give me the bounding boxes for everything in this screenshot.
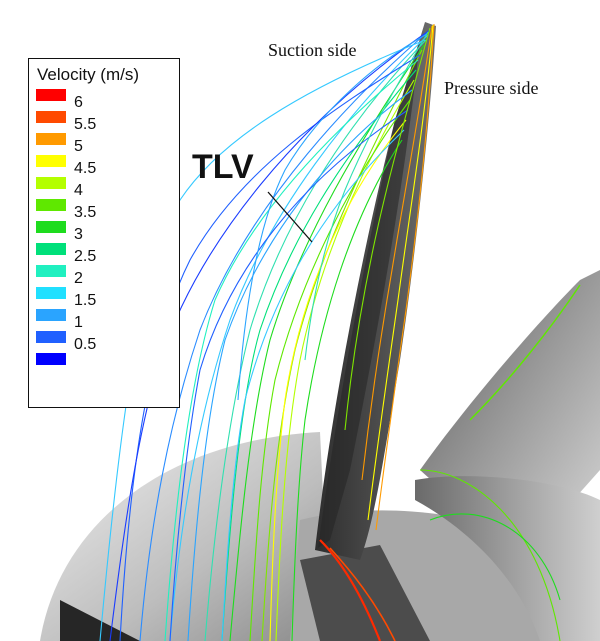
legend-swatch (36, 287, 66, 299)
legend-swatch (36, 331, 66, 343)
legend-tick: 6 (74, 94, 83, 111)
lower-left-blade (60, 600, 140, 641)
suction-side-label: Suction side (268, 40, 357, 60)
legend-tick: 3.5 (74, 204, 97, 221)
right-blade-lower (415, 476, 600, 641)
tlv-label: TLV (192, 148, 254, 186)
legend-tick: 1.5 (74, 292, 97, 309)
center-base-blade (300, 545, 430, 641)
legend-tick: 2.5 (74, 248, 97, 265)
legend-tick: 0.5 (74, 336, 97, 353)
legend-tick: 4.5 (74, 160, 97, 177)
legend-swatch (36, 221, 66, 233)
legend-swatch (36, 243, 66, 255)
velocity-legend: Velocity (m/s) 6 5.5 5 4.5 4 3.5 3 2.5 2… (28, 58, 180, 408)
legend-swatch (36, 199, 66, 211)
legend-swatch (36, 89, 66, 101)
pressure-side-label: Pressure side (444, 78, 539, 98)
legend-swatch (36, 353, 66, 365)
legend-swatch (36, 111, 66, 123)
legend-tick: 5 (74, 138, 83, 155)
main-blade-face (318, 40, 420, 548)
legend-swatch (36, 265, 66, 277)
legend-tick: 1 (74, 314, 83, 331)
legend-swatch (36, 155, 66, 167)
hub-surface (40, 432, 330, 641)
streamlines (99, 23, 581, 641)
legend-tick: 3 (74, 226, 83, 243)
legend-tick: 4 (74, 182, 83, 199)
legend-swatch (36, 133, 66, 145)
legend-swatch (36, 177, 66, 189)
legend-title: Velocity (m/s) (37, 65, 140, 84)
legend-swatch (36, 309, 66, 321)
tlv-pointer-line (267, 191, 313, 243)
legend-tick: 2 (74, 270, 83, 287)
legend-tick: 5.5 (74, 116, 97, 133)
